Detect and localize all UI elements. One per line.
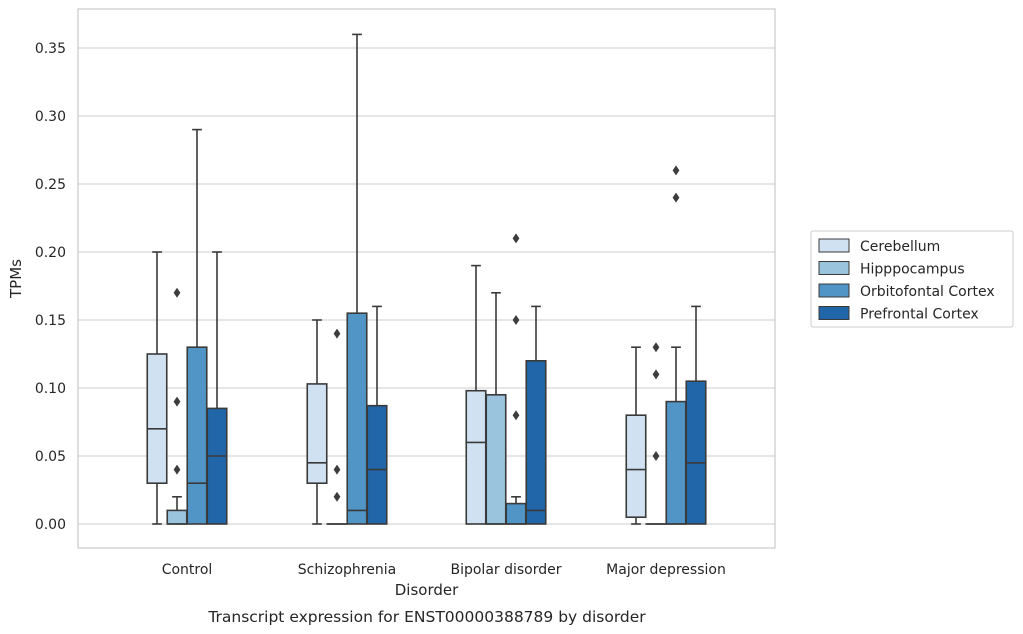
box-hipppocampus-bipolar-disorder [485,291,507,525]
legend-swatch [818,306,850,320]
outlier-point [652,342,660,353]
legend-swatch [818,261,850,275]
outlier-point [512,233,520,244]
box-hipppocampus-schizophrenia [326,328,348,525]
box-orbitofontal-cortex-schizophrenia [346,33,368,525]
legend-label: Prefrontal Cortex [860,307,979,323]
box-cerebellum-schizophrenia [306,319,328,525]
box-hipppocampus-major-depression [645,342,667,525]
legend-swatch [818,238,850,253]
y-tick-label: 0.05 [35,449,66,465]
outlier-point [652,369,660,380]
box-body [206,407,228,525]
legend-label: Cerebellum [860,239,940,255]
box-body [366,404,388,525]
plot-frame [77,8,776,549]
box-body [505,502,527,525]
legend-label: Hipppocampus [860,262,965,278]
legend-swatch [818,283,850,298]
chart-caption: Transcript expression for ENST0000038878… [207,608,646,626]
outlier-point [512,315,520,325]
x-tick-label: Bipolar disorder [450,562,561,578]
box-cerebellum-bipolar-disorder [465,264,487,525]
outlier-point [333,328,341,339]
outlier-point [333,464,341,475]
outlier-point [512,410,520,421]
y-tick-label: 0.30 [35,109,66,125]
box-orbitofontal-cortex-major-depression [665,165,687,525]
outlier-point [672,192,680,203]
x-axis-label: Disorder [395,581,459,599]
box-prefrontal-cortex-control [206,251,228,525]
legend: Cerebellum Hipppocampus Orbitofontal Corte… [810,230,1014,328]
box-body [665,400,687,525]
y-tick-label: 0.00 [35,517,66,533]
box-orbitofontal-cortex-control [186,128,208,525]
x-tick-label: Major depression [606,562,726,578]
box-body [685,380,707,525]
x-tick-label: Control [162,562,213,578]
y-tick-label: 0.15 [35,313,66,329]
outlier-point [173,287,181,298]
box-prefrontal-cortex-bipolar-disorder [525,305,547,525]
legend-frame [810,230,1014,328]
box-body [465,389,487,525]
box-layer [146,33,707,525]
y-tick-label: 0.35 [35,41,66,57]
y-axis-label: TPMs [7,259,25,299]
box-body [306,383,328,485]
box-hipppocampus-control [166,287,188,525]
box-body [166,509,188,525]
tick-layer: 0.00 0.05 0.10 0.15 0.20 0.25 0.30 0.35 Control S… [35,41,726,578]
box-prefrontal-cortex-schizophrenia [366,305,388,525]
outlier-point [173,396,181,407]
box-prefrontal-cortex-major-depression [685,305,707,525]
x-tick-label: Schizophrenia [298,562,396,578]
y-tick-label: 0.25 [35,177,66,193]
box-cerebellum-major-depression [625,346,647,525]
outlier-point [652,451,660,461]
box-body [485,393,507,525]
outlier-point [672,165,680,176]
y-tick-label: 0.20 [35,245,66,261]
y-tick-label: 0.10 [35,381,66,397]
legend-label: Orbitofontal Cortex [860,284,995,300]
box-body [346,312,368,525]
box-body [146,353,168,484]
box-cerebellum-control [146,251,168,525]
box-body [625,414,647,519]
box-body [186,346,208,525]
box-body [525,359,547,525]
outlier-point [173,464,181,475]
box-orbitofontal-cortex-bipolar-disorder [505,233,527,525]
outlier-point [333,491,341,502]
